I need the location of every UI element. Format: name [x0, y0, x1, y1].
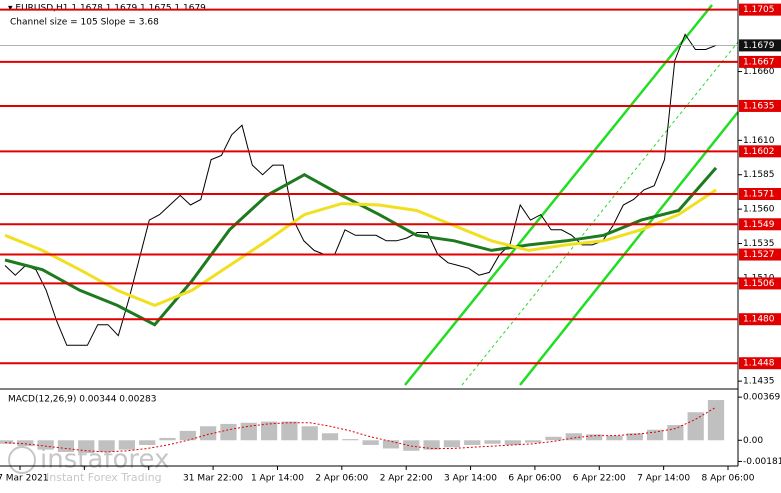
- watermark-logo: [8, 446, 36, 474]
- level-label-box: [739, 3, 781, 16]
- level-label-box: [739, 55, 781, 68]
- x-tick-label: 2 Apr 22:00: [380, 474, 433, 484]
- histogram-bar: [342, 439, 359, 441]
- histogram-bar: [0, 440, 14, 444]
- y-tick-label: 1.1560: [743, 205, 775, 215]
- signal-line: [4, 406, 717, 453]
- histogram-bar: [707, 400, 725, 441]
- macd-title: MACD(12,26,9) 0.00344 0.00283: [8, 395, 157, 405]
- level-label: 1.1571: [743, 190, 775, 200]
- histogram-bar: [98, 440, 115, 452]
- level-label-box: [739, 357, 781, 370]
- level-label: 1.1635: [743, 101, 775, 111]
- histogram-bar: [321, 433, 339, 441]
- y-tick-label: 1.1535: [743, 239, 775, 249]
- histogram-bar: [484, 440, 501, 444]
- y-tick-label: 1.1660: [743, 67, 775, 77]
- histogram-bar: [139, 440, 156, 445]
- level-label: 1.1667: [743, 57, 775, 67]
- histogram-bar: [423, 440, 440, 450]
- y-tick-label: 1.1585: [743, 170, 775, 180]
- x-tick-label: 1 Apr 14:00: [251, 474, 304, 484]
- channel-mid: [461, 41, 739, 386]
- histogram-bar: [626, 433, 643, 441]
- x-tick-label: 3 Apr 14:00: [444, 474, 497, 484]
- histogram-bar: [281, 421, 298, 441]
- histogram-bar: [606, 435, 623, 441]
- histogram-bar: [443, 440, 461, 448]
- level-label-box: [739, 277, 781, 290]
- level-label: 1.1480: [743, 315, 775, 325]
- level-label-box: [739, 145, 781, 158]
- level-label: 1.1448: [743, 359, 775, 369]
- level-label: 1.1506: [743, 279, 775, 289]
- histogram-bar: [585, 434, 603, 441]
- level-label-box: [739, 218, 781, 231]
- y-tick-label: 1.1435: [743, 377, 775, 387]
- level-label: 1.1705: [743, 5, 775, 15]
- x-tick-label: 31 Mar 22:00: [183, 474, 243, 484]
- histogram-bar: [464, 440, 481, 445]
- x-tick-label: 6 Apr 22:00: [573, 474, 626, 484]
- y-tick-label: 0.00369: [743, 393, 780, 403]
- histogram-bar: [301, 426, 318, 441]
- histogram-bar: [17, 440, 34, 447]
- chart-title: ▾ EURUSD,H1 1.1678 1.1679 1.1675 1.1679: [8, 4, 206, 14]
- x-tick-label: 27 Mar 2021: [0, 474, 49, 484]
- y-tick-label: 1.1610: [743, 136, 775, 146]
- level-label-box: [739, 248, 781, 261]
- level-label-box: [739, 313, 781, 326]
- y-tick-label: 0.00: [743, 436, 763, 446]
- y-tick-label: -0.00181: [743, 457, 781, 467]
- chart-subtitle: Channel size = 105 Slope = 3.68: [10, 18, 159, 28]
- level-label: 1.1527: [743, 250, 775, 260]
- x-tick-label: 8 Apr 06:00: [702, 474, 755, 484]
- level-label-box: [739, 99, 781, 112]
- channel-lower: [519, 111, 739, 386]
- histogram-bar: [240, 422, 257, 441]
- histogram-bar: [504, 440, 521, 445]
- histogram-bar: [179, 430, 196, 441]
- histogram-bar: [525, 440, 542, 443]
- histogram-bar: [362, 440, 379, 445]
- histogram-bar: [57, 440, 75, 452]
- watermark-tagline: Instant Forex Trading: [46, 471, 162, 484]
- histogram-bar: [159, 437, 176, 441]
- histogram-bar: [220, 423, 237, 441]
- histogram-bar: [200, 426, 217, 441]
- level-label: 1.1602: [743, 147, 775, 157]
- histogram-bar: [382, 440, 400, 449]
- moving-average: [4, 188, 717, 308]
- x-tick-label: 6 Apr 06:00: [508, 474, 561, 484]
- histogram-bar: [687, 412, 704, 441]
- x-tick-label: 7 Apr 14:00: [637, 474, 690, 484]
- current-price-label: 1.1679: [743, 41, 775, 51]
- histogram-bar: [565, 433, 582, 441]
- level-label-box: [739, 188, 781, 200]
- histogram-bar: [118, 440, 136, 450]
- histogram-bar: [260, 421, 278, 441]
- histogram-bar: [646, 429, 664, 441]
- level-label: 1.1549: [743, 220, 775, 230]
- histogram-bar: [545, 436, 562, 441]
- histogram-bar: [403, 440, 420, 451]
- histogram-bar: [37, 440, 54, 450]
- histogram-bar: [667, 425, 684, 441]
- current-price-box: [739, 39, 781, 52]
- x-tick-label: 2 Apr 06:00: [315, 474, 368, 484]
